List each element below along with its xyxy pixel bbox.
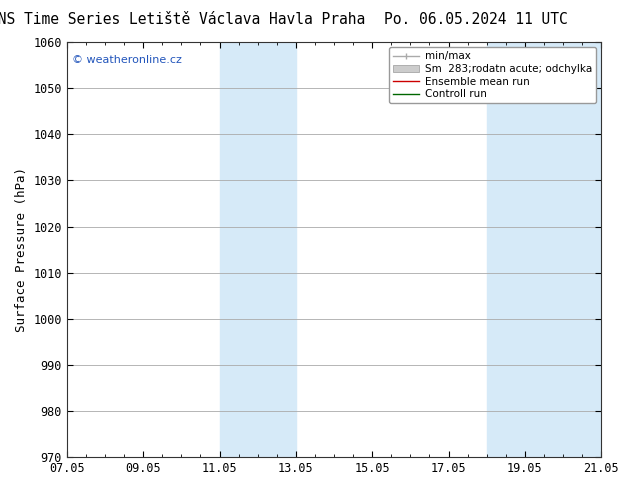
Bar [487, 42, 601, 457]
Text: Po. 06.05.2024 11 UTC: Po. 06.05.2024 11 UTC [384, 12, 567, 27]
Y-axis label: Surface Pressure (hPa): Surface Pressure (hPa) [15, 167, 28, 332]
Bar [219, 42, 296, 457]
Legend: min/max, Sm  283;rodatn acute; odchylka, Ensemble mean run, Controll run: min/max, Sm 283;rodatn acute; odchylka, … [389, 47, 596, 103]
Text: ENS Time Series Letiště Václava Havla Praha: ENS Time Series Letiště Václava Havla Pr… [0, 12, 366, 27]
Text: © weatheronline.cz: © weatheronline.cz [72, 54, 182, 65]
